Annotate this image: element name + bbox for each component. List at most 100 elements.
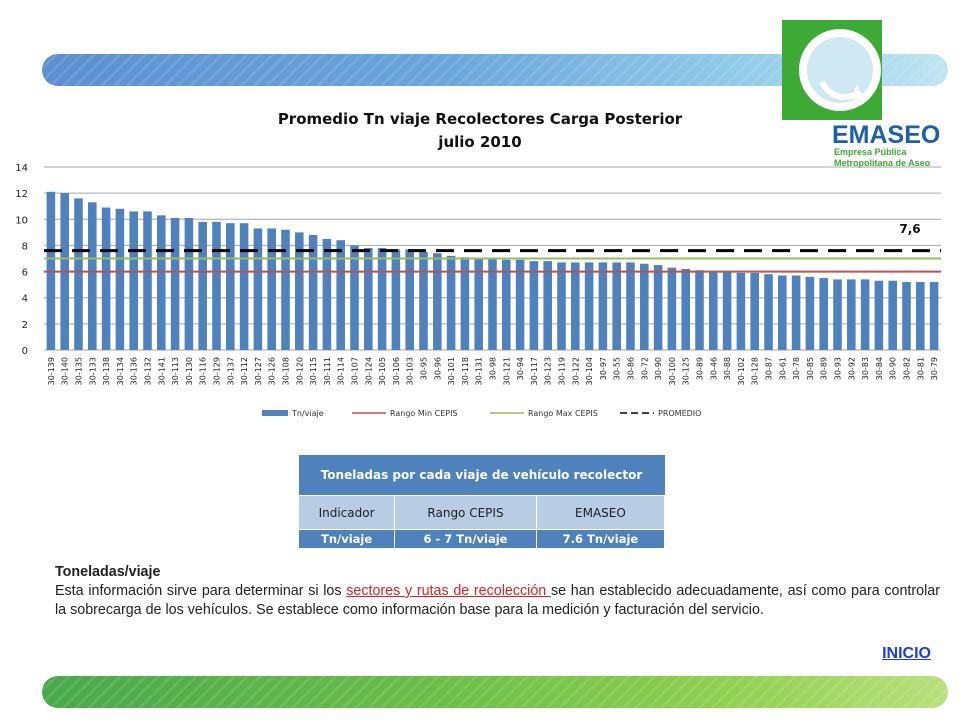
x-tick-label: 30-107: [351, 357, 360, 385]
x-tick-label: 30-83: [861, 357, 870, 380]
y-tick-label: 10: [15, 215, 28, 226]
x-tick-label: 30-141: [157, 357, 166, 385]
x-tick-label: 30-108: [282, 357, 291, 385]
column-emaseo: EMASEO: [535, 495, 666, 530]
x-tick-label: 30-134: [116, 357, 125, 385]
x-tick-label: 30-87: [765, 357, 774, 380]
x-tick-label: 30-98: [489, 357, 498, 380]
x-tick-label: 30-55: [613, 357, 622, 380]
x-tick-label: 30-103: [406, 357, 415, 385]
bar: [350, 245, 359, 350]
bar: [446, 255, 456, 350]
table-row: Tn/viaje 6 - 7 Tn/viaje 7.6 Tn/viaje: [297, 529, 666, 549]
x-tick-label: 30-125: [682, 357, 691, 385]
description-title: Toneladas/viaje: [55, 564, 161, 580]
bar: [281, 229, 290, 350]
x-tick-label: 30-132: [144, 357, 153, 385]
bar: [198, 221, 207, 350]
x-tick-label: 30-84: [875, 357, 884, 380]
x-tick-label: 30-121: [502, 357, 511, 385]
bar: [860, 279, 870, 350]
chart-title: Promedio Tn viaje Recolectores Carga Pos…: [278, 110, 683, 128]
bar: [364, 248, 373, 350]
x-tick-label: 30-89: [696, 357, 705, 380]
bar: [640, 263, 649, 350]
y-axis-ticks: 0 2 4 6 8 10 12 14: [15, 163, 28, 357]
bar: [101, 207, 111, 350]
bar: [419, 251, 428, 350]
logo-inner-disc: [807, 37, 873, 103]
description-block: Toneladas/viaje Esta información sirve p…: [55, 563, 940, 620]
x-tick-label: 30-106: [392, 357, 401, 385]
bar-chart: Promedio Tn viaje Recolectores Carga Pos…: [15, 110, 941, 418]
x-tick-label: 30-114: [337, 357, 346, 385]
bar: [598, 262, 608, 350]
bar: [336, 240, 345, 350]
x-tick-label: 30-89: [820, 357, 829, 380]
bar: [295, 232, 304, 350]
bar: [253, 228, 263, 350]
legend-label: Tn/viaje: [291, 409, 324, 418]
bar: [557, 262, 566, 350]
table-header: Toneladas por cada viaje de vehículo rec…: [298, 455, 665, 496]
bar: [433, 253, 442, 350]
x-tick-label: 30-124: [364, 357, 373, 385]
x-tick-label: 30-90: [654, 357, 663, 380]
x-tick-label: 30-131: [475, 357, 484, 385]
sparkle-icon: [846, 84, 868, 106]
bar: [722, 271, 732, 350]
x-tick-label: 30-140: [61, 357, 70, 385]
x-tick-label: 30-123: [544, 357, 553, 385]
bar: [916, 282, 925, 350]
x-tick-label: 30-94: [516, 357, 525, 380]
description-text-end: se han establecido adecuadamente, así co…: [55, 583, 940, 618]
inicio-link[interactable]: INICIO: [882, 645, 931, 662]
y-tick-label: 2: [22, 320, 28, 331]
logo-tagline-1: Empresa Pública: [834, 147, 908, 157]
y-tick-label: 6: [22, 268, 28, 279]
sectores-rutas-link[interactable]: sectores y rutas de recolección: [346, 583, 551, 599]
chart-legend: Tn/viaje Rango Min CEPIS Rango Max CEPIS PR…: [262, 409, 701, 418]
x-tick-label: 30-102: [737, 357, 746, 385]
x-tick-label: 30-85: [806, 357, 815, 380]
bar: [778, 275, 787, 350]
x-tick-label: 30-100: [668, 357, 677, 385]
bar: [226, 223, 235, 350]
bar: [322, 238, 332, 350]
bar: [681, 268, 690, 350]
x-tick-label: 30-81: [916, 357, 925, 380]
x-tick-label: 30-46: [709, 357, 718, 380]
x-tick-label: 30-78: [792, 357, 801, 380]
x-tick-label: 30-118: [461, 357, 470, 385]
x-tick-label: 30-129: [213, 357, 222, 385]
bar: [239, 223, 249, 350]
x-tick-label: 30-111: [323, 357, 332, 385]
bar: [267, 228, 276, 350]
bar: [571, 262, 580, 350]
bar: [74, 198, 83, 350]
x-tick-label: 30-86: [627, 357, 636, 380]
legend-label: Rango Min CEPIS: [390, 409, 458, 418]
y-tick-label: 12: [15, 189, 28, 200]
x-tick-label: 30-138: [102, 357, 111, 385]
bar: [847, 279, 856, 350]
bar: [143, 211, 152, 350]
x-tick-label: 30-133: [88, 357, 97, 385]
x-tick-label: 30-97: [599, 357, 608, 380]
bar: [515, 259, 525, 350]
column-indicador: Indicador: [297, 495, 396, 530]
description-text: Esta información sirve para determinar s…: [55, 582, 940, 620]
reference-lines: [44, 249, 941, 273]
x-tick-label: 30-135: [75, 357, 84, 385]
x-tick-label: 30-95: [420, 357, 429, 380]
bar: [377, 248, 387, 350]
x-tick-label: 30-139: [47, 357, 56, 385]
chart-subtitle: julio 2010: [437, 133, 521, 151]
x-tick-label: 30-126: [268, 357, 277, 385]
table-column-row: Indicador Rango CEPIS EMASEO: [297, 495, 666, 530]
bar: [170, 217, 180, 350]
column-rango-cepis: Rango CEPIS: [394, 495, 537, 530]
x-tick-label: 30-92: [847, 357, 856, 380]
x-tick-label: 30-101: [447, 357, 456, 385]
emaseo-logo: EMASEO Empresa Pública Metropolitana de …: [782, 20, 940, 168]
